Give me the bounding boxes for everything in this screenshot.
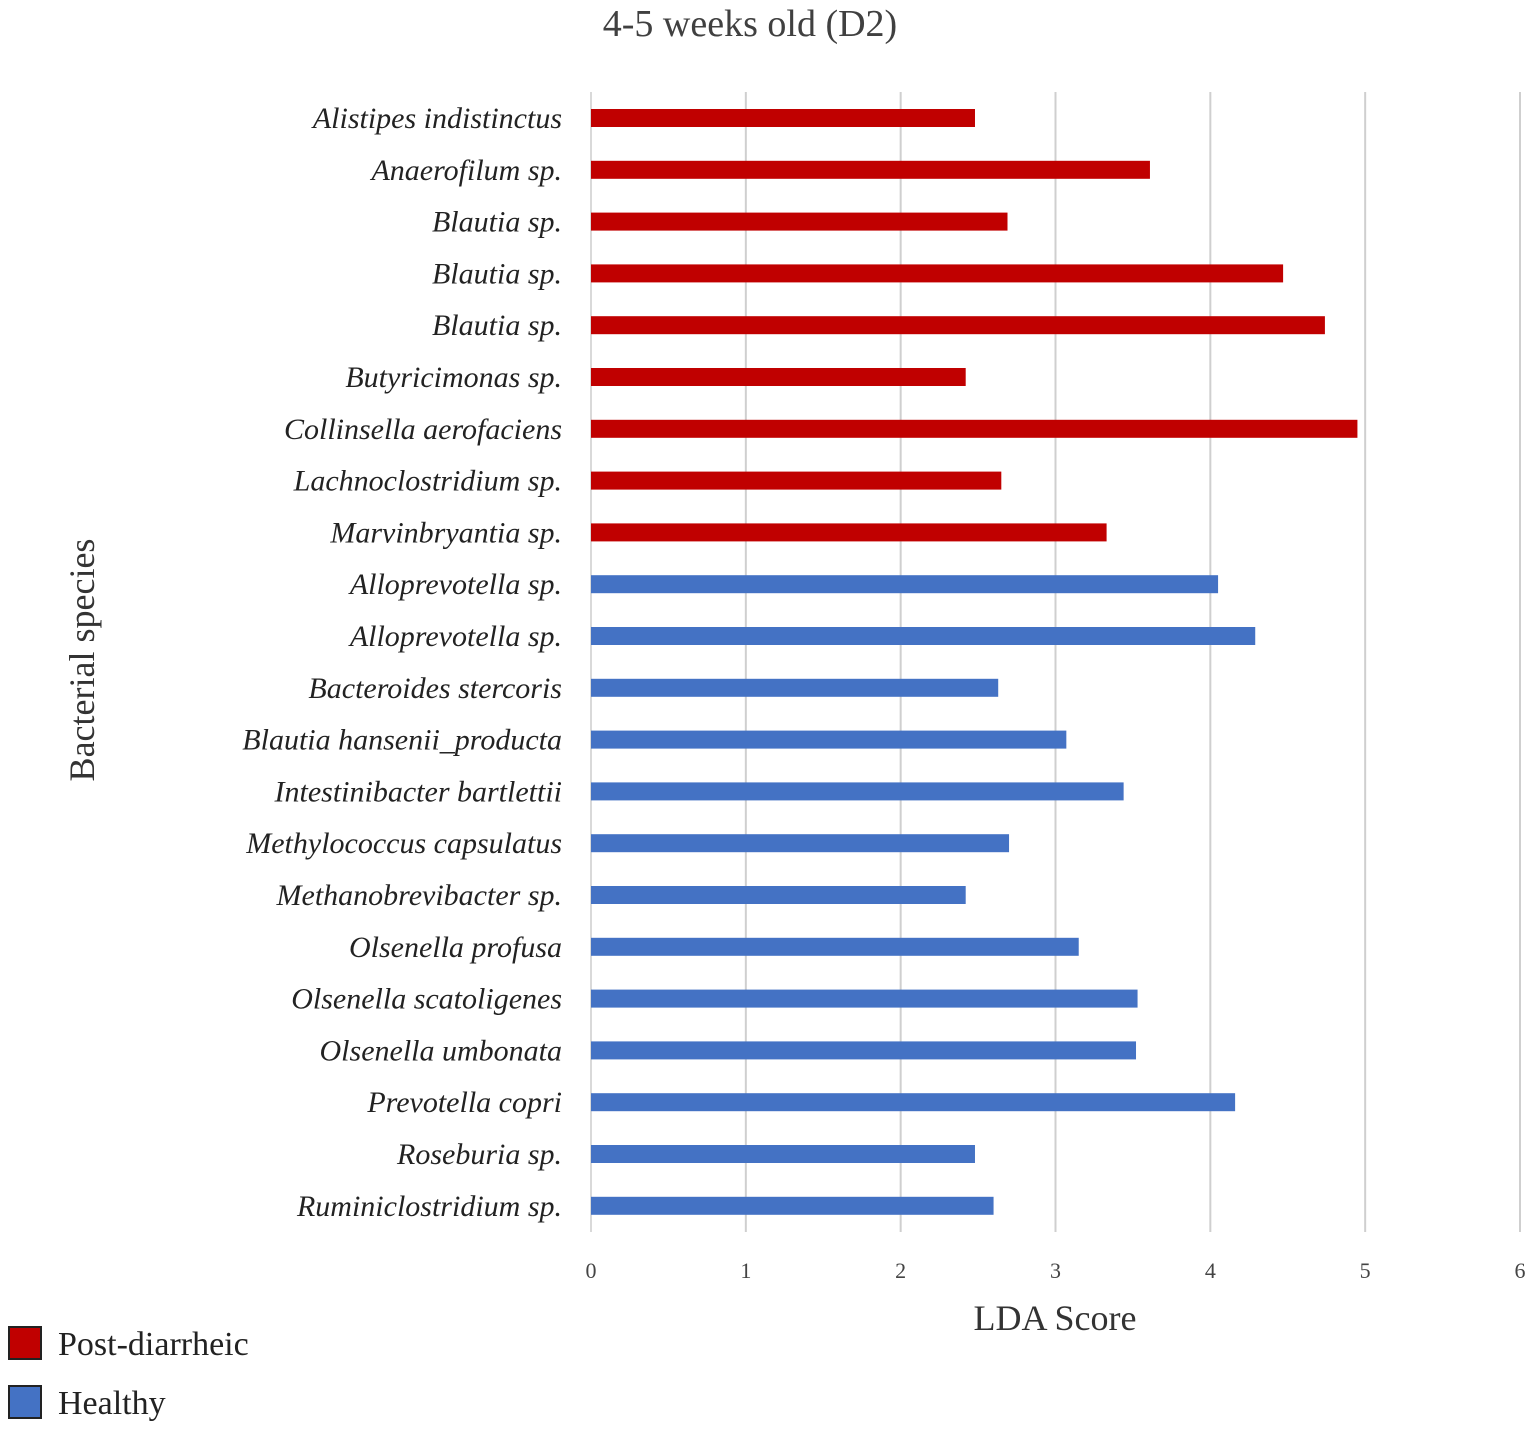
category-label: Methanobrevibacter sp. <box>276 879 562 912</box>
x-tick-label: 6 <box>1515 1258 1526 1283</box>
bar-18 <box>591 989 1138 1008</box>
category-label: Intestinibacter bartlettii <box>274 775 562 808</box>
x-tick-labels: 0 1 2 3 4 5 6 <box>586 1258 1526 1283</box>
category-label: Blautia sp. <box>432 257 562 290</box>
category-labels: Alistipes indistinctus Anaerofilum sp. Bla… <box>242 102 562 1223</box>
bar-16 <box>591 886 966 904</box>
bar-3 <box>591 212 1008 231</box>
legend-swatch <box>8 1385 42 1419</box>
legend-label: Healthy <box>58 1385 166 1422</box>
bar-8 <box>591 471 1002 490</box>
bar-7 <box>591 419 1358 438</box>
category-label: Roseburia sp. <box>396 1138 562 1171</box>
bar-5 <box>591 316 1325 335</box>
category-label: Olsenella scatoligenes <box>291 983 562 1016</box>
bar-13 <box>591 730 1067 749</box>
category-label: Collinsella aerofaciens <box>284 413 562 446</box>
category-label: Alloprevotella sp. <box>348 620 562 653</box>
x-tick-label: 1 <box>740 1258 751 1283</box>
category-label: Alloprevotella sp. <box>348 568 562 601</box>
bar-19 <box>591 1041 1137 1060</box>
bars <box>591 109 1358 1215</box>
bar-2 <box>591 160 1150 179</box>
bar-11 <box>591 627 1256 645</box>
bar-14 <box>591 782 1124 801</box>
category-label: Marvinbryantia sp. <box>329 516 562 549</box>
bar-12 <box>591 678 999 697</box>
chart-title: 4-5 weeks old (D2) <box>603 3 897 45</box>
legend-swatch <box>8 1326 42 1360</box>
legend: Post-diarrheic Healthy <box>8 1326 249 1422</box>
category-label: Prevotella copri <box>366 1086 562 1119</box>
category-label: Olsenella umbonata <box>320 1034 562 1067</box>
bar-17 <box>591 937 1079 956</box>
x-tick-label: 5 <box>1360 1258 1371 1283</box>
category-label: Blautia hansenii_producta <box>242 724 562 757</box>
x-axis-title: LDA Score <box>974 1298 1137 1338</box>
bar-20 <box>591 1093 1236 1112</box>
category-label: Olsenella profusa <box>349 931 562 964</box>
category-label: Butyricimonas sp. <box>345 361 562 394</box>
bar-6 <box>591 368 966 386</box>
x-tick-label: 0 <box>586 1258 597 1283</box>
y-axis-title: Bacterial species <box>62 539 102 782</box>
bar-10 <box>591 575 1219 594</box>
bar-21 <box>591 1145 975 1163</box>
category-label: Alistipes indistinctus <box>311 102 562 135</box>
gridlines <box>590 92 1521 1232</box>
legend-label: Post-diarrheic <box>58 1326 249 1363</box>
bar-1 <box>591 109 975 127</box>
x-tick-label: 3 <box>1050 1258 1061 1283</box>
bar-4 <box>591 264 1284 283</box>
x-tick-label: 4 <box>1205 1258 1216 1283</box>
category-label: Bacteroides stercoris <box>308 672 562 705</box>
category-label: Anaerofilum sp. <box>369 154 562 187</box>
category-label: Blautia sp. <box>432 206 562 239</box>
bar-9 <box>591 523 1107 542</box>
x-tick-label: 2 <box>895 1258 906 1283</box>
category-label: Methylococcus capsulatus <box>245 827 562 860</box>
bar-15 <box>591 834 1010 853</box>
category-label: Lachnoclostridium sp. <box>293 465 562 498</box>
bar-22 <box>591 1196 994 1215</box>
category-label: Blautia sp. <box>432 309 562 342</box>
category-label: Ruminiclostridium sp. <box>296 1190 562 1223</box>
